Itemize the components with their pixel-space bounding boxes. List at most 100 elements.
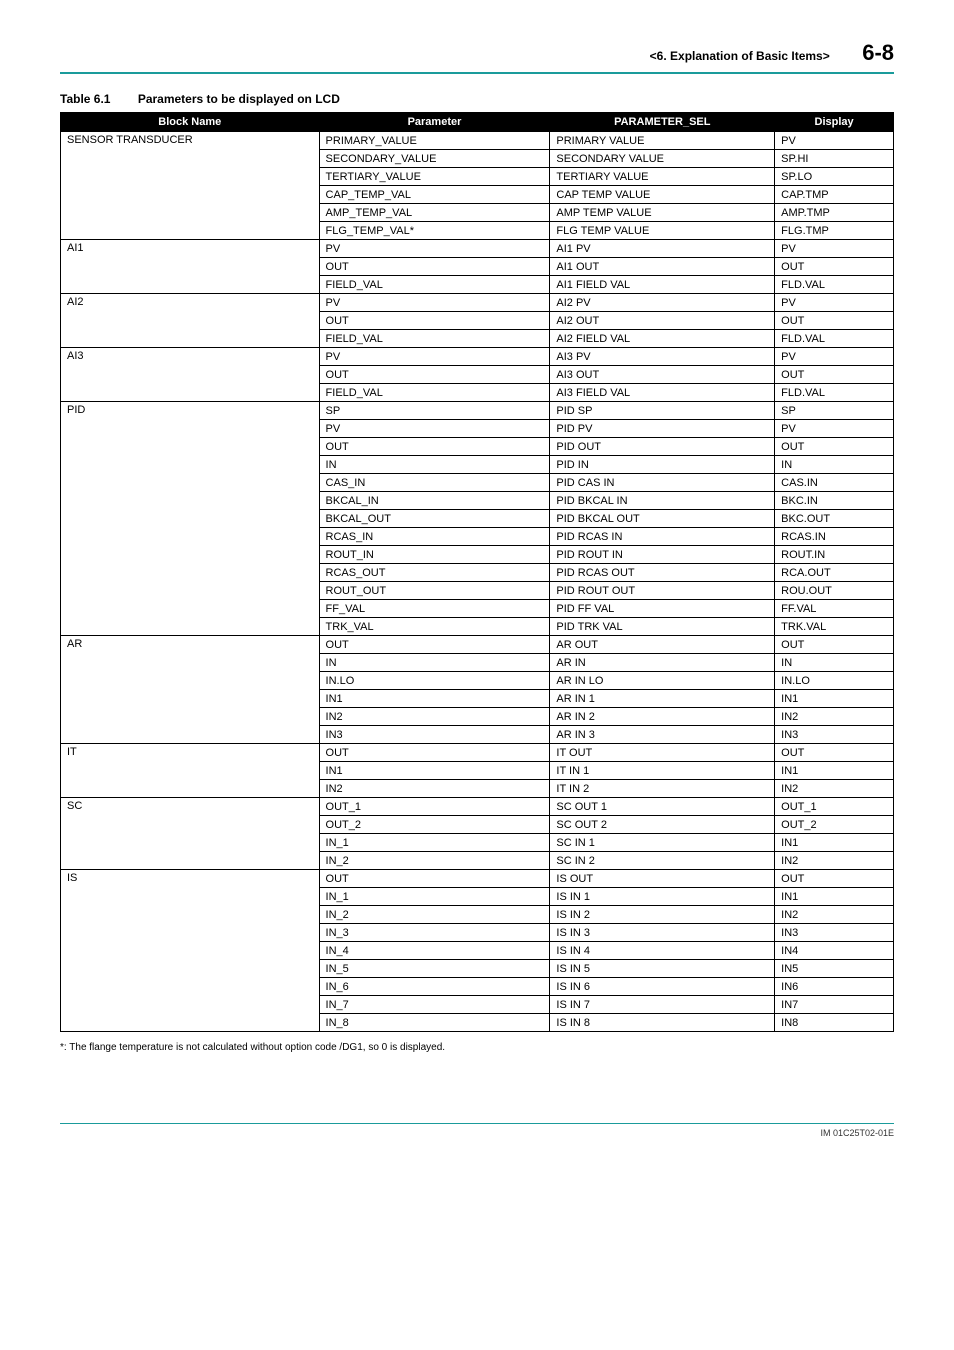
- cell-parameter: IN1: [319, 762, 550, 780]
- cell-parameter-sel: IT OUT: [550, 744, 775, 762]
- cell-parameter: ROUT_IN: [319, 546, 550, 564]
- cell-block-name: IS: [61, 870, 320, 1032]
- cell-block-name: IT: [61, 744, 320, 798]
- cell-block-name: SC: [61, 798, 320, 870]
- cell-parameter: FIELD_VAL: [319, 276, 550, 294]
- table-caption: Table 6.1 Parameters to be displayed on …: [60, 92, 894, 106]
- cell-block-name: AI2: [61, 294, 320, 348]
- cell-parameter: FIELD_VAL: [319, 330, 550, 348]
- cell-parameter: SECONDARY_VALUE: [319, 150, 550, 168]
- cell-display: OUT: [775, 366, 894, 384]
- cell-display: OUT: [775, 636, 894, 654]
- table-header-row: Block Name Parameter PARAMETER_SEL Displ…: [61, 113, 894, 132]
- cell-parameter: TERTIARY_VALUE: [319, 168, 550, 186]
- table-row: SCOUT_1SC OUT 1OUT_1: [61, 798, 894, 816]
- cell-parameter: ROUT_OUT: [319, 582, 550, 600]
- cell-parameter-sel: PID RCAS IN: [550, 528, 775, 546]
- col-parameter: Parameter: [319, 113, 550, 132]
- cell-display: BKC.IN: [775, 492, 894, 510]
- cell-block-name: AI3: [61, 348, 320, 402]
- cell-parameter-sel: IS IN 1: [550, 888, 775, 906]
- cell-parameter-sel: AR IN 2: [550, 708, 775, 726]
- cell-parameter: IN1: [319, 690, 550, 708]
- col-parameter-sel: PARAMETER_SEL: [550, 113, 775, 132]
- cell-display: BKC.OUT: [775, 510, 894, 528]
- cell-display: RCAS.IN: [775, 528, 894, 546]
- cell-parameter: OUT: [319, 366, 550, 384]
- cell-parameter: IN_2: [319, 906, 550, 924]
- cell-display: OUT: [775, 438, 894, 456]
- cell-display: IN: [775, 654, 894, 672]
- cell-parameter: OUT: [319, 636, 550, 654]
- cell-parameter-sel: PID TRK VAL: [550, 618, 775, 636]
- cell-display: IN2: [775, 852, 894, 870]
- cell-display: IN2: [775, 708, 894, 726]
- cell-parameter: CAS_IN: [319, 474, 550, 492]
- cell-parameter-sel: PID BKCAL OUT: [550, 510, 775, 528]
- cell-display: IN2: [775, 906, 894, 924]
- cell-parameter: PV: [319, 420, 550, 438]
- cell-parameter-sel: IS OUT: [550, 870, 775, 888]
- cell-parameter: PRIMARY_VALUE: [319, 132, 550, 150]
- cell-parameter-sel: IS IN 4: [550, 942, 775, 960]
- cell-parameter-sel: AR IN 1: [550, 690, 775, 708]
- cell-parameter-sel: TERTIARY VALUE: [550, 168, 775, 186]
- cell-parameter-sel: AI3 PV: [550, 348, 775, 366]
- cell-display: FF.VAL: [775, 600, 894, 618]
- cell-parameter-sel: AR IN 3: [550, 726, 775, 744]
- cell-display: RCA.OUT: [775, 564, 894, 582]
- cell-parameter-sel: PID BKCAL IN: [550, 492, 775, 510]
- cell-parameter-sel: PID IN: [550, 456, 775, 474]
- cell-parameter: OUT: [319, 258, 550, 276]
- cell-parameter-sel: FLG TEMP VALUE: [550, 222, 775, 240]
- cell-parameter: CAP_TEMP_VAL: [319, 186, 550, 204]
- cell-parameter-sel: AI3 OUT: [550, 366, 775, 384]
- cell-display: CAS.IN: [775, 474, 894, 492]
- cell-parameter: IN: [319, 654, 550, 672]
- cell-parameter: FIELD_VAL: [319, 384, 550, 402]
- cell-parameter-sel: PID SP: [550, 402, 775, 420]
- cell-display: IN4: [775, 942, 894, 960]
- col-block-name: Block Name: [61, 113, 320, 132]
- cell-parameter: BKCAL_OUT: [319, 510, 550, 528]
- table-row: AI2PVAI2 PVPV: [61, 294, 894, 312]
- cell-parameter: OUT: [319, 312, 550, 330]
- footer-docid: IM 01C25T02-01E: [60, 1123, 894, 1138]
- cell-parameter: IN_2: [319, 852, 550, 870]
- cell-parameter: IN_8: [319, 1014, 550, 1032]
- chapter-title: <6. Explanation of Basic Items>: [650, 49, 830, 63]
- cell-display: OUT: [775, 744, 894, 762]
- cell-display: FLD.VAL: [775, 276, 894, 294]
- footnote: *: The flange temperature is not calcula…: [60, 1042, 894, 1053]
- cell-parameter: OUT: [319, 870, 550, 888]
- cell-parameter-sel: AR OUT: [550, 636, 775, 654]
- cell-parameter: IN.LO: [319, 672, 550, 690]
- cell-parameter: IN: [319, 456, 550, 474]
- cell-parameter-sel: AI2 OUT: [550, 312, 775, 330]
- cell-parameter-sel: PID ROUT OUT: [550, 582, 775, 600]
- cell-display: OUT: [775, 870, 894, 888]
- cell-parameter: AMP_TEMP_VAL: [319, 204, 550, 222]
- cell-parameter: BKCAL_IN: [319, 492, 550, 510]
- cell-parameter: PV: [319, 240, 550, 258]
- cell-display: SP: [775, 402, 894, 420]
- cell-parameter: OUT_1: [319, 798, 550, 816]
- cell-parameter-sel: IT IN 2: [550, 780, 775, 798]
- cell-display: IN.LO: [775, 672, 894, 690]
- cell-display: FLG.TMP: [775, 222, 894, 240]
- cell-parameter: RCAS_OUT: [319, 564, 550, 582]
- cell-parameter: OUT: [319, 744, 550, 762]
- table-row: AI1PVAI1 PVPV: [61, 240, 894, 258]
- cell-parameter-sel: IS IN 7: [550, 996, 775, 1014]
- cell-parameter-sel: IS IN 8: [550, 1014, 775, 1032]
- cell-parameter: IN_1: [319, 888, 550, 906]
- table-row: ISOUTIS OUTOUT: [61, 870, 894, 888]
- cell-parameter-sel: IS IN 5: [550, 960, 775, 978]
- cell-parameter: OUT_2: [319, 816, 550, 834]
- cell-parameter-sel: AR IN: [550, 654, 775, 672]
- cell-parameter: FLG_TEMP_VAL*: [319, 222, 550, 240]
- cell-parameter: PV: [319, 348, 550, 366]
- page-number: 6-8: [862, 40, 894, 65]
- cell-display: PV: [775, 294, 894, 312]
- cell-parameter: IN_1: [319, 834, 550, 852]
